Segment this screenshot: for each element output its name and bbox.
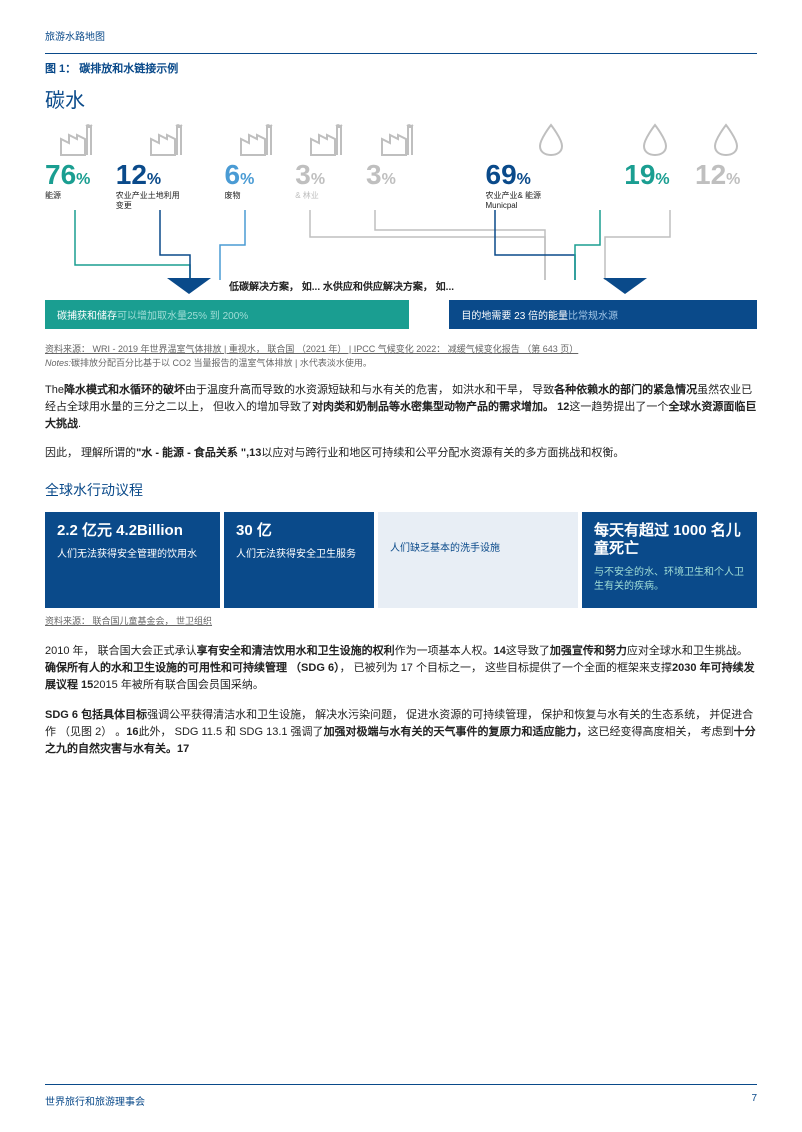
p3-b4: 确保所有人的水和卫生设施的可用性和可持续管理 （SDG 6） (45, 662, 340, 674)
pct-item: 69% 农业产业& 能源 Municpal (486, 161, 616, 210)
paragraph-2: 因此， 理解所谓的"水 - 能源 - 食品关系 ",13以应对与跨行业和地区可持… (45, 445, 757, 462)
notes-text: 碳排放分配百分比基于以 CO2 当量报告的温室气体排放 | 水代表淡水使用。 (71, 358, 372, 368)
p4-t2: 此外， SDG 11.5 和 SDG 13.1 强调了 (139, 726, 324, 738)
pct-label: 农业产业土地利用变更 (116, 191, 186, 210)
stat-desc: 与不安全的水、环境卫生和个人卫生有关的疾病。 (594, 566, 745, 594)
arrow-down-icon (167, 278, 211, 294)
page-number: 7 (751, 1093, 757, 1108)
stat-desc: 人们无法获得安全卫生服务 (236, 548, 362, 562)
pct-item: 12% 农业产业土地利用变更 (116, 161, 216, 210)
droplet-icon (640, 121, 670, 157)
droplet-icon (536, 121, 566, 157)
droplet-icon (711, 121, 741, 157)
p3-b2: 14 (494, 645, 506, 657)
callout-right-light: 比常规水源 (568, 311, 618, 322)
callout-left-bold: 碳捕获和储存 (57, 311, 117, 322)
paragraph-1: The降水模式和水循环的破坏由于温度升高而导致的水资源短缺和与水有关的危害， 如… (45, 382, 757, 433)
paragraph-3: 2010 年， 联合国大会正式承认享有安全和清洁饮用水和卫生设施的权利作为一项基… (45, 643, 757, 694)
stat-title: 30 亿 (236, 522, 362, 540)
pct-item: 6% 废物 (225, 161, 287, 210)
pct-item: 3% & 林业 (295, 161, 357, 210)
p2-t2: 以应对与跨行业和地区可持续和公平分配水资源有关的多方面挑战和权衡。 (261, 447, 624, 459)
arrow-text: 低碳解决方案， 如... 水供应和供应解决方案， 如... (229, 278, 558, 294)
p3-t4: 应对全球水和卫生挑战。 (627, 645, 748, 657)
pct-item: 3% (366, 161, 428, 210)
pct-item: 19% (624, 161, 686, 210)
p4-b2: 16 (126, 726, 138, 738)
p3-t6: 2015 年被所有联合国会员国采纳。 (93, 679, 264, 691)
pct-item: 12% (695, 161, 757, 210)
agenda-heading: 全球水行动议程 (45, 480, 757, 500)
notes-label: Notes: (45, 358, 71, 368)
stat-box: 人们缺乏基本的洗手设施 (378, 512, 578, 608)
callout-left-light: 可以增加取水量25% 到 200% (117, 311, 248, 322)
page-footer: 世界旅行和旅游理事会 7 (45, 1084, 757, 1108)
p1-b3: 对肉类和奶制品等水密集型动物产品的需求增加。 12 (312, 401, 569, 413)
p3-t5: ， 已被列为 17 个目标之一， 这些目标提供了一个全面的框架来支撑 (340, 662, 672, 674)
p3-t3: 这导致了 (506, 645, 550, 657)
footer-left: 世界旅行和旅游理事会 (45, 1093, 145, 1108)
callout-right-bold: 目的地需要 23 倍的能量 (461, 311, 568, 322)
figure-caption: 图 1： 碳排放和水链接示例 (45, 53, 757, 76)
sources-text: 资料来源： WRI - 2019 年世界温室气体排放 | 重视水， 联合国 （2… (45, 344, 578, 354)
p3-t1: 2010 年， 联合国大会正式承认 (45, 645, 197, 657)
pct-label: 废物 (225, 191, 287, 201)
p1-t2: 由于温度升高而导致的水资源短缺和与水有关的危害， 如洪水和干旱， 导致 (185, 384, 554, 396)
p1-b2: 各种依赖水的部门的紧急情况 (554, 384, 697, 396)
p2-t1: 因此， 理解所谓的 (45, 447, 136, 459)
stat-desc: 人们缺乏基本的洗手设施 (390, 542, 566, 556)
stat-box: 2.2 亿元 4.2Billion 人们无法获得安全管理的饮用水 (45, 512, 220, 608)
paragraph-4: SDG 6 包括具体目标强调公平获得清洁水和卫生设施， 解决水污染问题， 促进水… (45, 707, 757, 758)
figure-sources: 资料来源： WRI - 2019 年世界温室气体排放 | 重视水， 联合国 （2… (45, 343, 757, 370)
arrows-row: 低碳解决方案， 如... 水供应和供应解决方案， 如... (45, 278, 757, 294)
pct-label: & 林业 (295, 191, 357, 201)
callout-left: 碳捕获和储存可以增加取水量25% 到 200% (45, 300, 409, 329)
stat-title: 2.2 亿元 4.2Billion (57, 522, 208, 540)
factory-icon (57, 121, 95, 157)
pct-item: 76% 能源 (45, 161, 107, 210)
arrow-down-icon (603, 278, 647, 294)
p1-b1: 降水模式和水循环的破坏 (64, 384, 185, 396)
factory-icon (237, 121, 275, 157)
p1-t4: 这一趋势提出了一个 (569, 401, 668, 413)
stat-box: 30 亿 人们无法获得安全卫生服务 (224, 512, 374, 608)
p3-b1: 享有安全和清洁饮用水和卫生设施的权利 (197, 645, 395, 657)
figure-big-label: 碳水 (45, 84, 757, 113)
p2-b1: "水 - 能源 - 食品关系 ",13 (136, 447, 261, 459)
p4-b3: 加强对极端与水有关的天气事件的复原力和适应能力， (324, 726, 588, 738)
stat-box: 每天有超过 1000 名儿童死亡 与不安全的水、环境卫生和个人卫生有关的疾病。 (582, 512, 757, 608)
p1-t5: . (78, 418, 81, 430)
callout-right: 目的地需要 23 倍的能量比常规水源 (449, 300, 757, 329)
stat-desc: 人们无法获得安全管理的饮用水 (57, 548, 208, 562)
p1-t1: The (45, 384, 64, 396)
pct-label: 能源 (45, 191, 107, 201)
callout-bands: 碳捕获和储存可以增加取水量25% 到 200% 目的地需要 23 倍的能量比常规… (45, 300, 757, 329)
pct-label: 农业产业& 能源 Municpal (486, 191, 556, 210)
stat-title: 每天有超过 1000 名儿童死亡 (594, 522, 745, 558)
p4-t3: 这已经变得高度相关， 考虑到 (588, 726, 734, 738)
p4-b1: SDG 6 包括具体目标 (45, 709, 147, 721)
factory-icon (307, 121, 345, 157)
stats-source: 资料来源： 联合国儿童基金会， 世卫组织 (45, 614, 757, 627)
percentage-row: 76% 能源 12% 农业产业土地利用变更 6% 废物 3% & 林业 3% 6… (45, 161, 757, 210)
stats-grid: 2.2 亿元 4.2Billion 人们无法获得安全管理的饮用水 30 亿 人们… (45, 512, 757, 608)
p3-t2: 作为一项基本人权。 (395, 645, 494, 657)
icon-row (45, 121, 757, 157)
factory-icon (378, 121, 416, 157)
factory-icon (147, 121, 185, 157)
p3-b3: 加强宣传和努力 (550, 645, 627, 657)
doc-header-title: 旅游水路地图 (45, 28, 757, 43)
flow-connectors (45, 210, 755, 282)
